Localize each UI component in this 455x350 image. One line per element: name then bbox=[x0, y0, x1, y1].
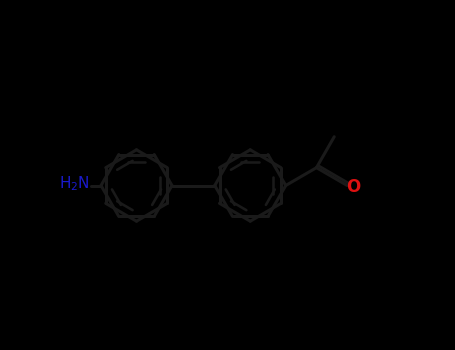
Text: H$_2$N: H$_2$N bbox=[59, 175, 90, 194]
Text: O: O bbox=[346, 177, 360, 196]
